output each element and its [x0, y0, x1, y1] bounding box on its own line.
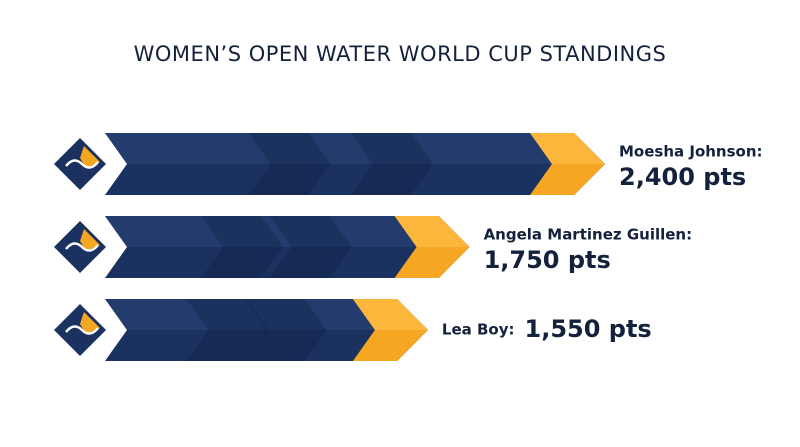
bar-shade [105, 216, 470, 247]
value-label: 2,400 pts [619, 163, 746, 191]
bar-segment [201, 216, 284, 278]
icon [54, 221, 106, 273]
bar-tip-shade [530, 133, 605, 164]
icon-wave [65, 325, 99, 335]
icon-accent [80, 146, 100, 168]
bar-segment [186, 299, 269, 361]
icon [54, 138, 106, 190]
icon [54, 304, 106, 356]
bar-shade [105, 299, 428, 330]
bar-segment [244, 299, 327, 361]
icon-wave [65, 159, 99, 169]
bar-segment [351, 133, 433, 195]
chart-title: WOMEN’S OPEN WATER WORLD CUP STANDINGS [134, 42, 667, 66]
category-label: Lea Boy: [442, 321, 515, 339]
category-label: Angela Martinez Guillen: [484, 226, 693, 244]
bar-segment [248, 133, 331, 195]
icon-wave [65, 242, 99, 252]
value-label: 1,750 pts [484, 246, 611, 274]
bar-shade [105, 133, 605, 164]
bar-tip-shade [394, 216, 470, 247]
value-label: 1,550 pts [525, 315, 652, 343]
icon-accent [80, 312, 100, 334]
icon-accent [80, 229, 100, 251]
category-label: Moesha Johnson: [619, 143, 763, 161]
bar-tip-shade [352, 299, 428, 330]
bar-segment [269, 216, 352, 278]
